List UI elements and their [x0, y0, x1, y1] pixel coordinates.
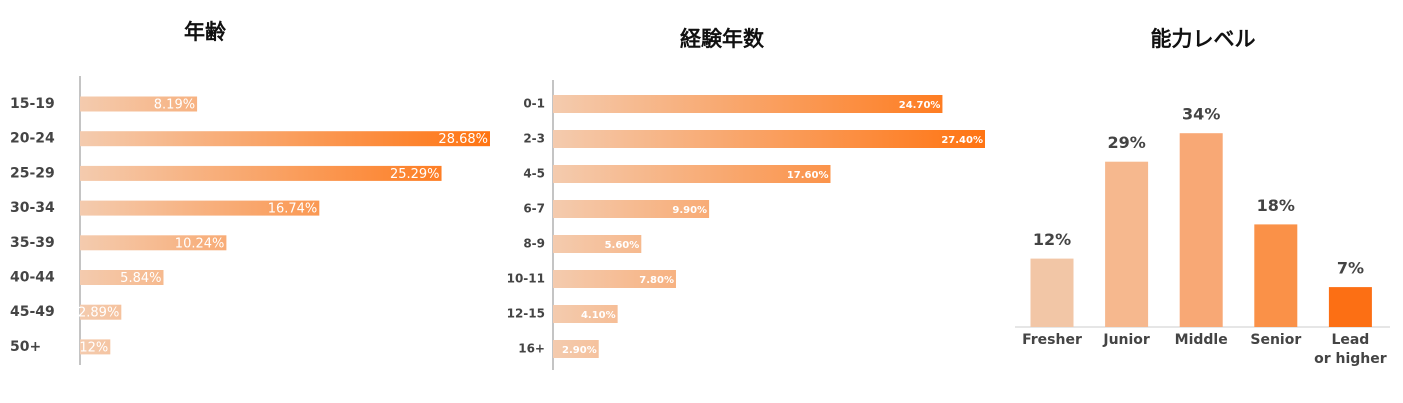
category-label-box: Middle	[1174, 332, 1228, 348]
category-label: 20-24	[10, 131, 55, 147]
bar	[80, 304, 122, 320]
category-label: Junior	[1103, 332, 1150, 348]
category-label: 8-9	[523, 237, 545, 251]
category-label-box: Lead or higher	[1314, 332, 1387, 367]
bar	[80, 235, 227, 251]
category-label: Middle	[1174, 332, 1228, 348]
bar	[1105, 161, 1149, 327]
chart-title: 能力レベル	[1151, 27, 1256, 51]
bar	[553, 95, 943, 113]
chart-title: 年齢	[184, 20, 227, 44]
bar	[1179, 133, 1223, 327]
category-label: 0-1	[523, 97, 545, 111]
value-label: 2.89%	[78, 306, 119, 321]
bar	[80, 339, 111, 355]
category-label: 10-11	[507, 272, 545, 286]
category-label: 30-34	[10, 200, 55, 216]
category-label: Senior	[1250, 332, 1302, 348]
bar	[553, 130, 985, 148]
category-label: 16+	[518, 342, 545, 356]
value-label: 28.68%	[438, 132, 488, 147]
value-label: 24.70%	[899, 100, 941, 111]
category-label: 2-3	[523, 132, 545, 146]
value-label: 18%	[1257, 196, 1295, 215]
value-label: 17.60%	[787, 170, 829, 181]
chart-title: 経験年数	[680, 27, 765, 51]
category-label: Lead or higher	[1314, 332, 1387, 367]
category-label: 12-15	[507, 307, 545, 321]
value-label: 2.90%	[562, 345, 597, 356]
value-label: 10.24%	[175, 236, 225, 251]
value-label: 34%	[1182, 105, 1220, 124]
value-label: 7.80%	[639, 275, 674, 286]
value-label: 27.40%	[941, 135, 983, 146]
bar	[80, 270, 164, 285]
category-label: 4-5	[523, 167, 545, 181]
bar	[80, 131, 490, 147]
value-label: 8.19%	[154, 98, 195, 113]
bar	[1254, 224, 1298, 327]
category-label-box: Senior	[1250, 332, 1302, 348]
bar	[553, 340, 599, 358]
value-label: 7%	[1337, 259, 1364, 278]
value-label: 5.84%	[120, 271, 161, 286]
bar	[80, 96, 198, 112]
value-label: 25.29%	[390, 167, 440, 182]
value-label: 29%	[1107, 133, 1145, 152]
category-label: Fresher	[1022, 332, 1082, 348]
bar	[1328, 287, 1372, 327]
bar	[553, 165, 831, 183]
value-label: 4.10%	[581, 310, 616, 321]
value-label: 16.74%	[268, 202, 318, 217]
category-label: 45-49	[10, 304, 55, 320]
bar	[553, 235, 642, 253]
category-label: 35-39	[10, 235, 55, 251]
category-label: 25-29	[10, 165, 55, 181]
bar	[80, 200, 320, 216]
bar	[553, 200, 710, 218]
category-label: 6-7	[523, 202, 545, 216]
category-label-box: Junior	[1103, 332, 1150, 348]
category-label-box: Fresher	[1022, 332, 1082, 348]
value-label: 5.60%	[605, 240, 640, 251]
value-label: 12%	[1033, 230, 1071, 249]
category-label: 40-44	[10, 270, 55, 286]
category-label: 50+	[10, 339, 41, 355]
value-label: 9.90%	[672, 205, 707, 216]
value-label: 2.12%	[67, 340, 108, 355]
bar	[1030, 258, 1074, 327]
category-label: 15-19	[10, 96, 55, 112]
bar	[80, 165, 442, 181]
bar	[553, 305, 618, 323]
bar	[553, 270, 676, 288]
